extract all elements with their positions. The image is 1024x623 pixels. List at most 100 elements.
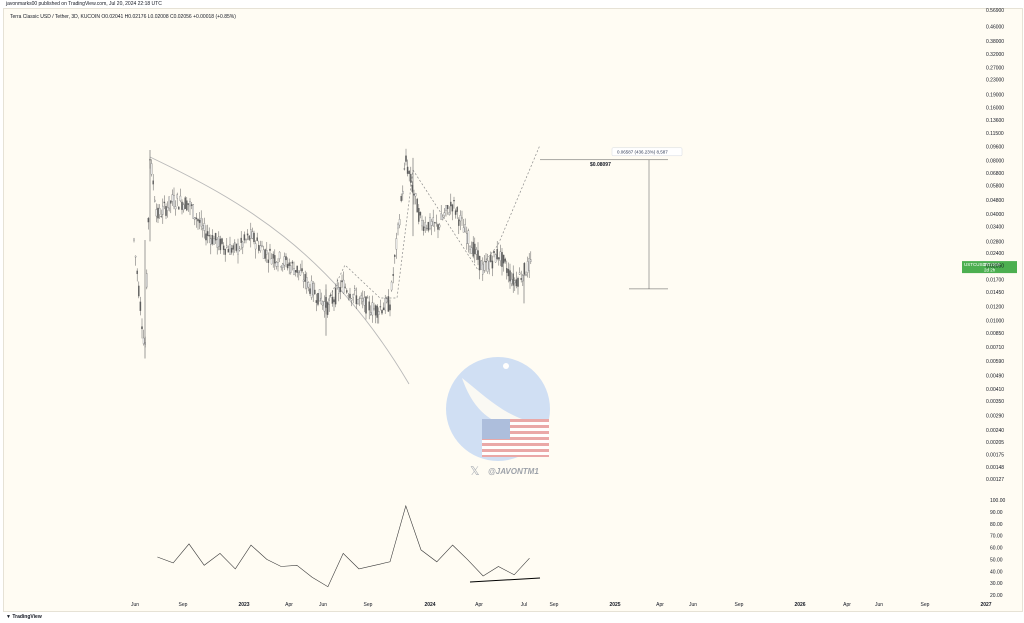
candle-body: [352, 294, 354, 298]
candle-body: [518, 272, 521, 275]
candle-body: [363, 297, 366, 306]
candle-body: [243, 234, 246, 241]
candle-body: [232, 245, 234, 250]
candle-body: [370, 312, 372, 315]
time-tick-label: Jun: [689, 602, 697, 608]
candle-body: [419, 212, 422, 216]
candle-body: [310, 280, 313, 298]
candle-body: [176, 194, 178, 199]
candle-body: [141, 326, 143, 330]
candle-body: [448, 212, 450, 215]
candle-body: [219, 238, 222, 251]
candle-body: [173, 195, 175, 207]
publisher-line: javonmarks00 published on TradingView.co…: [6, 1, 162, 7]
candle-body: [456, 207, 458, 212]
time-tick-label: Sep: [735, 602, 744, 608]
candle-body: [312, 283, 314, 296]
candle-body: [275, 261, 278, 267]
oscillator-axis[interactable]: 100.00 90.00 80.00 70.00 60.00 50.00 40.00 30.0…: [990, 498, 1006, 599]
candle-body: [272, 253, 274, 259]
oscillator-tick-label: 70.00: [990, 534, 1003, 540]
candle-body: [139, 301, 142, 311]
candle-body: [470, 247, 473, 254]
time-tick-label: Jun: [875, 602, 883, 608]
candle-body: [501, 252, 503, 267]
price-tick-label: 0.38000: [986, 39, 1004, 45]
chart-frame: [3, 8, 1023, 612]
candle-body: [190, 204, 193, 206]
candle-body: [181, 201, 183, 210]
candle-body: [136, 270, 138, 275]
candle-body: [430, 221, 433, 226]
tradingview-logo: ▼ TradingView: [6, 614, 42, 620]
candle-body: [355, 295, 358, 305]
candle-body: [397, 223, 399, 229]
candle-body: [445, 205, 447, 211]
candle-body: [326, 302, 329, 315]
candle-body: [494, 254, 497, 263]
price-tick-label: 0.00175: [986, 452, 1004, 458]
candle-body: [165, 206, 167, 216]
candle-body: [338, 287, 340, 294]
time-axis[interactable]: Jun Sep 2023 Apr Jun Sep 2024 Apr Jul Sep 2025 Apr J…: [131, 602, 992, 608]
candle-body: [178, 206, 180, 210]
price-tick-label: 0.00148: [986, 465, 1004, 471]
candle-body: [496, 249, 498, 260]
candle-body: [454, 210, 457, 215]
candle-body: [245, 239, 247, 241]
price-tick-label: 0.00590: [986, 359, 1004, 365]
candle-body: [134, 255, 137, 258]
price-tick-label: 0.27000: [986, 65, 1004, 71]
candle-body: [443, 212, 446, 216]
candle-body: [429, 216, 431, 229]
candle-body: [482, 263, 484, 275]
price-tick-label: 0.56900: [986, 8, 1004, 14]
candle-body: [166, 207, 169, 211]
time-tick-label: Apr: [656, 602, 664, 608]
price-badge-symbol: USTCUSDT: [964, 262, 989, 267]
candle-body: [182, 204, 185, 211]
tradingview-logo-text: TradingView: [12, 614, 42, 620]
price-tick-label: 0.00490: [986, 373, 1004, 379]
us-flag-icon: [482, 419, 549, 457]
candle-body: [458, 219, 460, 226]
candle-body: [315, 300, 318, 303]
candle-body: [512, 273, 514, 286]
candle-body: [322, 301, 324, 306]
oscillator-tick-label: 90.00: [990, 510, 1003, 516]
price-tick-label: 0.02800: [986, 239, 1004, 245]
candle-body: [162, 205, 164, 215]
measure-label: 0.06587 (436.23%) 8,587: [617, 149, 668, 154]
candle-body: [344, 286, 346, 288]
candle-body: [298, 270, 300, 273]
candle-body: [179, 195, 182, 201]
candle-body: [168, 196, 170, 209]
candle-body: [293, 268, 295, 275]
candle-body: [266, 250, 268, 255]
price-tick-label: 0.05800: [986, 183, 1004, 189]
candle-body: [424, 222, 426, 228]
candle-body: [240, 237, 242, 243]
candle-body: [302, 279, 305, 282]
candle-body: [421, 220, 423, 227]
candle-body: [334, 287, 337, 305]
candle-body: [381, 310, 383, 314]
candle-body: [331, 296, 334, 304]
price-axis[interactable]: 0.56900 0.46000 0.38000 0.32000 0.27000 0.230…: [986, 8, 1004, 483]
candle-body: [218, 236, 220, 247]
candle-body: [478, 255, 481, 271]
price-badge: [962, 261, 1017, 274]
fractal-path: [324, 169, 414, 308]
candle-body: [510, 279, 513, 284]
candle-body: [350, 298, 353, 301]
candle-body: [418, 208, 420, 222]
oscillator-support-line: [469, 577, 541, 583]
candle-body: [339, 287, 342, 293]
price-badge-value: 0.02056: [984, 262, 1001, 267]
oscillator-tick-label: 40.00: [990, 569, 1003, 575]
candle-body: [502, 254, 505, 264]
candle-body: [461, 217, 463, 219]
price-tick-label: 0.09600: [986, 145, 1004, 151]
time-tick-label: Jun: [131, 602, 139, 608]
